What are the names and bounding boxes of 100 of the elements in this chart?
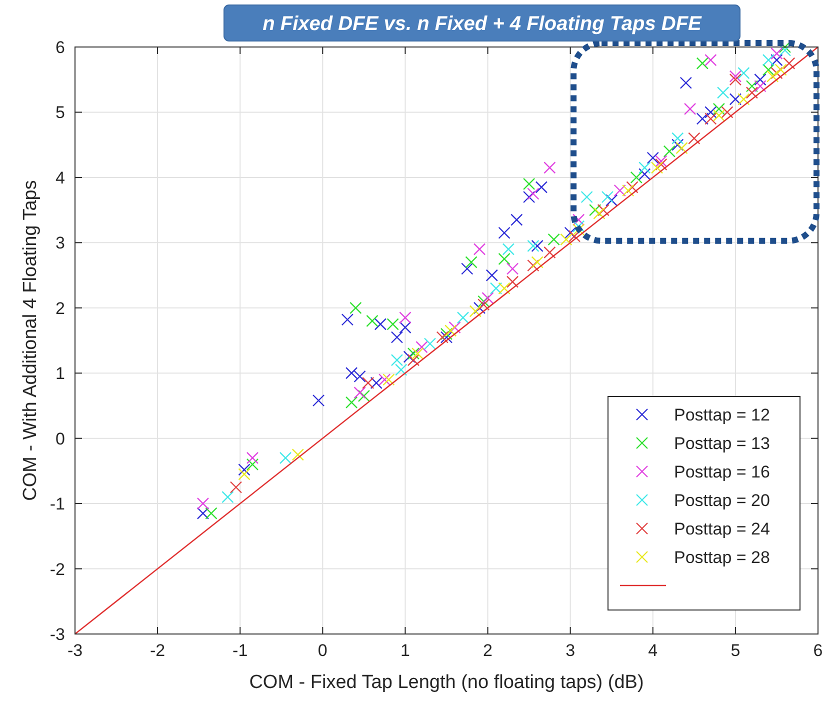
point bbox=[770, 66, 783, 80]
point bbox=[527, 259, 540, 272]
point bbox=[680, 76, 692, 89]
point bbox=[390, 354, 404, 366]
point bbox=[738, 93, 750, 106]
point bbox=[354, 386, 366, 399]
point bbox=[535, 181, 548, 194]
point bbox=[366, 314, 378, 328]
point bbox=[238, 468, 250, 480]
point bbox=[672, 132, 684, 144]
point bbox=[362, 376, 374, 389]
x-tick-label: 5 bbox=[730, 641, 740, 660]
point bbox=[754, 74, 766, 86]
point bbox=[222, 490, 234, 504]
point bbox=[390, 331, 404, 344]
point bbox=[638, 168, 651, 180]
point bbox=[622, 184, 634, 197]
point bbox=[196, 497, 210, 510]
point bbox=[572, 214, 585, 226]
point bbox=[440, 331, 453, 344]
point bbox=[589, 204, 602, 216]
point bbox=[778, 44, 792, 56]
point bbox=[527, 240, 540, 252]
point bbox=[568, 230, 581, 242]
point bbox=[461, 262, 474, 275]
point bbox=[448, 321, 461, 334]
y-tick-label: 6 bbox=[56, 38, 65, 57]
point bbox=[382, 374, 395, 386]
point bbox=[498, 226, 510, 239]
point bbox=[614, 184, 626, 197]
point bbox=[564, 226, 576, 239]
point bbox=[766, 70, 779, 82]
y-tick-label: 1 bbox=[56, 364, 65, 384]
point bbox=[704, 54, 717, 66]
point bbox=[399, 321, 412, 334]
point bbox=[716, 86, 730, 99]
point bbox=[374, 318, 387, 330]
point bbox=[650, 162, 664, 174]
point bbox=[684, 102, 696, 116]
y-tick-label: -3 bbox=[50, 625, 65, 644]
legend-label: Posttap = 12 bbox=[674, 406, 770, 424]
point bbox=[712, 102, 726, 116]
point bbox=[312, 394, 325, 407]
point bbox=[676, 142, 688, 154]
point bbox=[416, 340, 428, 354]
point bbox=[522, 178, 536, 190]
y-tick-label: -1 bbox=[50, 494, 65, 514]
point bbox=[506, 276, 519, 288]
point bbox=[770, 54, 783, 66]
point bbox=[746, 86, 758, 99]
legend-label: Posttap = 28 bbox=[674, 548, 770, 567]
point bbox=[593, 207, 606, 220]
point bbox=[738, 66, 750, 80]
point bbox=[580, 190, 593, 204]
point bbox=[386, 318, 399, 330]
point bbox=[729, 70, 742, 82]
point bbox=[370, 376, 382, 389]
point bbox=[531, 240, 544, 252]
point bbox=[473, 243, 486, 256]
point bbox=[440, 328, 453, 340]
point bbox=[403, 350, 416, 363]
x-tick-label: 2 bbox=[483, 641, 493, 660]
y-tick-label: 2 bbox=[56, 298, 65, 318]
x-tick-label: 3 bbox=[566, 641, 576, 660]
point bbox=[378, 374, 391, 386]
x-axis-title: COM - Fixed Tap Length (no floating taps) (dB) bbox=[249, 672, 644, 693]
point bbox=[606, 194, 618, 206]
point bbox=[478, 298, 490, 311]
point bbox=[498, 252, 510, 266]
point bbox=[456, 312, 470, 324]
point bbox=[482, 292, 494, 304]
point bbox=[490, 282, 502, 294]
y-tick-label: -2 bbox=[50, 560, 65, 579]
point bbox=[399, 312, 412, 324]
point bbox=[754, 80, 766, 92]
point bbox=[473, 302, 486, 314]
point bbox=[238, 464, 250, 476]
point bbox=[630, 171, 642, 184]
point bbox=[279, 452, 292, 464]
point bbox=[544, 246, 556, 259]
legend-label: Posttap = 24 bbox=[674, 520, 770, 538]
point bbox=[196, 507, 210, 520]
point bbox=[436, 331, 448, 344]
point bbox=[626, 181, 638, 194]
point bbox=[704, 112, 717, 125]
point bbox=[712, 109, 726, 122]
point bbox=[696, 57, 709, 70]
x-tick-label: 1 bbox=[400, 641, 410, 660]
point bbox=[655, 158, 668, 170]
point bbox=[770, 47, 783, 60]
point bbox=[345, 396, 358, 409]
point bbox=[638, 162, 651, 174]
point bbox=[655, 155, 668, 168]
x-tick-label: -2 bbox=[150, 641, 166, 660]
point bbox=[560, 233, 572, 246]
point bbox=[783, 57, 796, 70]
y-axis-title: COM - With Additional 4 Floating Taps bbox=[20, 180, 41, 501]
point bbox=[424, 338, 436, 350]
point bbox=[762, 54, 775, 66]
point bbox=[486, 269, 498, 282]
